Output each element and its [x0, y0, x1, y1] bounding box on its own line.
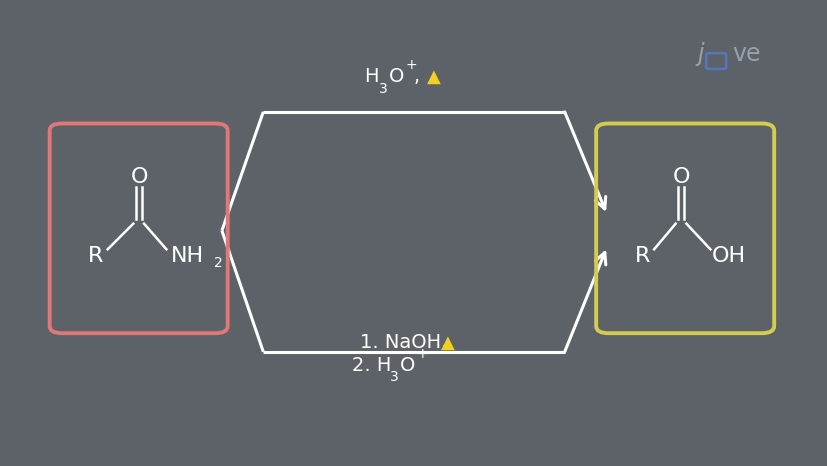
Text: O: O [672, 167, 690, 187]
Text: ▲: ▲ [441, 334, 455, 351]
Text: H: H [364, 68, 379, 86]
Text: O: O [389, 68, 404, 86]
Text: j: j [697, 41, 704, 66]
Text: O: O [130, 167, 148, 187]
Text: 1. NaOH,: 1. NaOH, [360, 333, 453, 352]
Text: ▲: ▲ [427, 68, 441, 86]
Text: +: + [416, 347, 428, 361]
Text: ve: ve [732, 41, 760, 66]
Text: O: O [399, 356, 415, 375]
Text: OH: OH [710, 247, 745, 266]
Text: R: R [634, 247, 649, 266]
Text: +: + [405, 58, 417, 72]
Text: ,: , [414, 68, 426, 86]
Text: 2: 2 [214, 256, 222, 270]
Text: NH: NH [170, 247, 203, 266]
Text: 3: 3 [390, 370, 399, 384]
Text: R: R [88, 247, 103, 266]
Text: 3: 3 [379, 82, 388, 96]
Text: 2. H: 2. H [351, 356, 391, 375]
